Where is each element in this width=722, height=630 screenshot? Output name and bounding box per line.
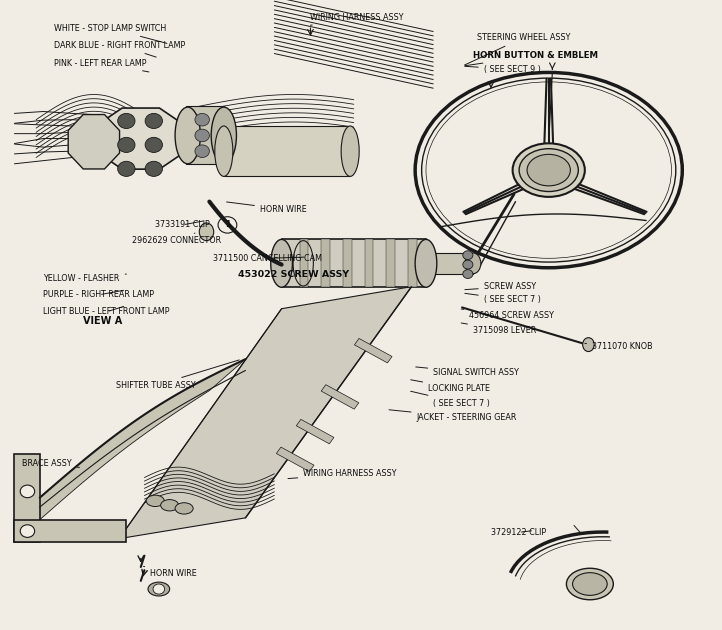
Ellipse shape — [513, 144, 585, 197]
Polygon shape — [296, 420, 334, 444]
Text: 3715098 LEVER: 3715098 LEVER — [461, 323, 536, 335]
Polygon shape — [186, 106, 224, 164]
Text: SCREW ASSY: SCREW ASSY — [465, 282, 536, 291]
Text: BRACE ASSY: BRACE ASSY — [22, 459, 79, 467]
Polygon shape — [300, 239, 308, 287]
Circle shape — [463, 251, 473, 260]
Polygon shape — [355, 338, 392, 363]
Ellipse shape — [415, 72, 682, 268]
Text: 3733191 CLIP: 3733191 CLIP — [155, 220, 210, 229]
Ellipse shape — [566, 568, 613, 600]
Ellipse shape — [199, 223, 214, 241]
Circle shape — [195, 129, 209, 142]
Circle shape — [118, 113, 135, 129]
Circle shape — [145, 137, 162, 152]
Text: 3729122 CLIP: 3729122 CLIP — [491, 528, 546, 537]
Text: ( SEE SECT 7 ): ( SEE SECT 7 ) — [465, 294, 541, 304]
Text: STEERING WHEEL ASSY: STEERING WHEEL ASSY — [464, 33, 570, 65]
Polygon shape — [365, 239, 373, 287]
Circle shape — [463, 260, 473, 269]
Text: ( SEE SECT 9 ): ( SEE SECT 9 ) — [465, 65, 541, 74]
Ellipse shape — [146, 495, 164, 507]
Text: 456964 SCREW ASSY: 456964 SCREW ASSY — [461, 309, 554, 319]
Polygon shape — [96, 108, 186, 169]
Text: HORN BUTTON & EMBLEM: HORN BUTTON & EMBLEM — [465, 51, 598, 66]
Text: HORN WIRE: HORN WIRE — [227, 202, 307, 214]
Circle shape — [195, 145, 209, 158]
Text: 453022 SCREW ASSY: 453022 SCREW ASSY — [238, 270, 349, 278]
Polygon shape — [321, 385, 359, 409]
Ellipse shape — [583, 338, 594, 352]
Text: VIEW A: VIEW A — [83, 316, 122, 326]
Polygon shape — [40, 359, 245, 520]
Text: WHITE - STOP LAMP SWITCH: WHITE - STOP LAMP SWITCH — [54, 24, 167, 43]
Ellipse shape — [175, 107, 200, 164]
Text: 1: 1 — [225, 220, 230, 229]
Ellipse shape — [573, 573, 607, 595]
Ellipse shape — [175, 503, 193, 514]
Text: DARK BLUE - RIGHT FRONT LAMP: DARK BLUE - RIGHT FRONT LAMP — [54, 41, 186, 57]
Ellipse shape — [519, 149, 578, 192]
Circle shape — [20, 485, 35, 498]
Ellipse shape — [214, 126, 232, 176]
Circle shape — [145, 161, 162, 176]
Polygon shape — [14, 454, 40, 542]
Ellipse shape — [415, 239, 437, 287]
Text: JACKET - STEERING GEAR: JACKET - STEERING GEAR — [389, 410, 517, 422]
Text: YELLOW - FLASHER: YELLOW - FLASHER — [43, 274, 126, 283]
Polygon shape — [386, 239, 395, 287]
Ellipse shape — [211, 107, 236, 164]
Text: PURPLE - RIGHT REAR LAMP: PURPLE - RIGHT REAR LAMP — [43, 290, 155, 299]
Ellipse shape — [465, 253, 481, 274]
Circle shape — [118, 161, 135, 176]
Text: LOCKING PLATE: LOCKING PLATE — [411, 380, 490, 393]
Polygon shape — [14, 520, 126, 542]
Polygon shape — [224, 126, 350, 176]
Text: HORN WIRE: HORN WIRE — [144, 566, 197, 578]
Text: 2962629 CONNECTOR: 2962629 CONNECTOR — [132, 233, 221, 245]
Ellipse shape — [527, 154, 570, 186]
Polygon shape — [408, 239, 417, 287]
Circle shape — [118, 137, 135, 152]
Ellipse shape — [271, 239, 292, 287]
Ellipse shape — [341, 126, 359, 176]
Polygon shape — [277, 447, 314, 472]
Text: 3711500 CANCELLING CAM: 3711500 CANCELLING CAM — [213, 254, 322, 263]
Text: 3711070 KNOB: 3711070 KNOB — [585, 342, 653, 351]
Ellipse shape — [148, 582, 170, 596]
Text: SHIFTER TUBE ASSY: SHIFTER TUBE ASSY — [116, 360, 239, 390]
Circle shape — [153, 584, 165, 594]
Polygon shape — [343, 239, 352, 287]
Polygon shape — [119, 287, 412, 539]
Text: ( SEE SECT 7 ): ( SEE SECT 7 ) — [411, 391, 490, 408]
Text: WIRING HARNESS ASSY: WIRING HARNESS ASSY — [288, 469, 397, 479]
Polygon shape — [68, 115, 120, 169]
Polygon shape — [424, 253, 473, 274]
Polygon shape — [321, 239, 330, 287]
Polygon shape — [282, 239, 426, 287]
Text: LIGHT BLUE - LEFT FRONT LAMP: LIGHT BLUE - LEFT FRONT LAMP — [43, 306, 170, 316]
Text: PINK - LEFT REAR LAMP: PINK - LEFT REAR LAMP — [54, 59, 149, 72]
Circle shape — [463, 270, 473, 278]
Circle shape — [20, 525, 35, 537]
Text: WIRING HARNESS ASSY: WIRING HARNESS ASSY — [310, 13, 404, 25]
Circle shape — [195, 113, 209, 126]
Text: SIGNAL SWITCH ASSY: SIGNAL SWITCH ASSY — [416, 367, 519, 377]
Ellipse shape — [160, 500, 178, 511]
Circle shape — [145, 113, 162, 129]
